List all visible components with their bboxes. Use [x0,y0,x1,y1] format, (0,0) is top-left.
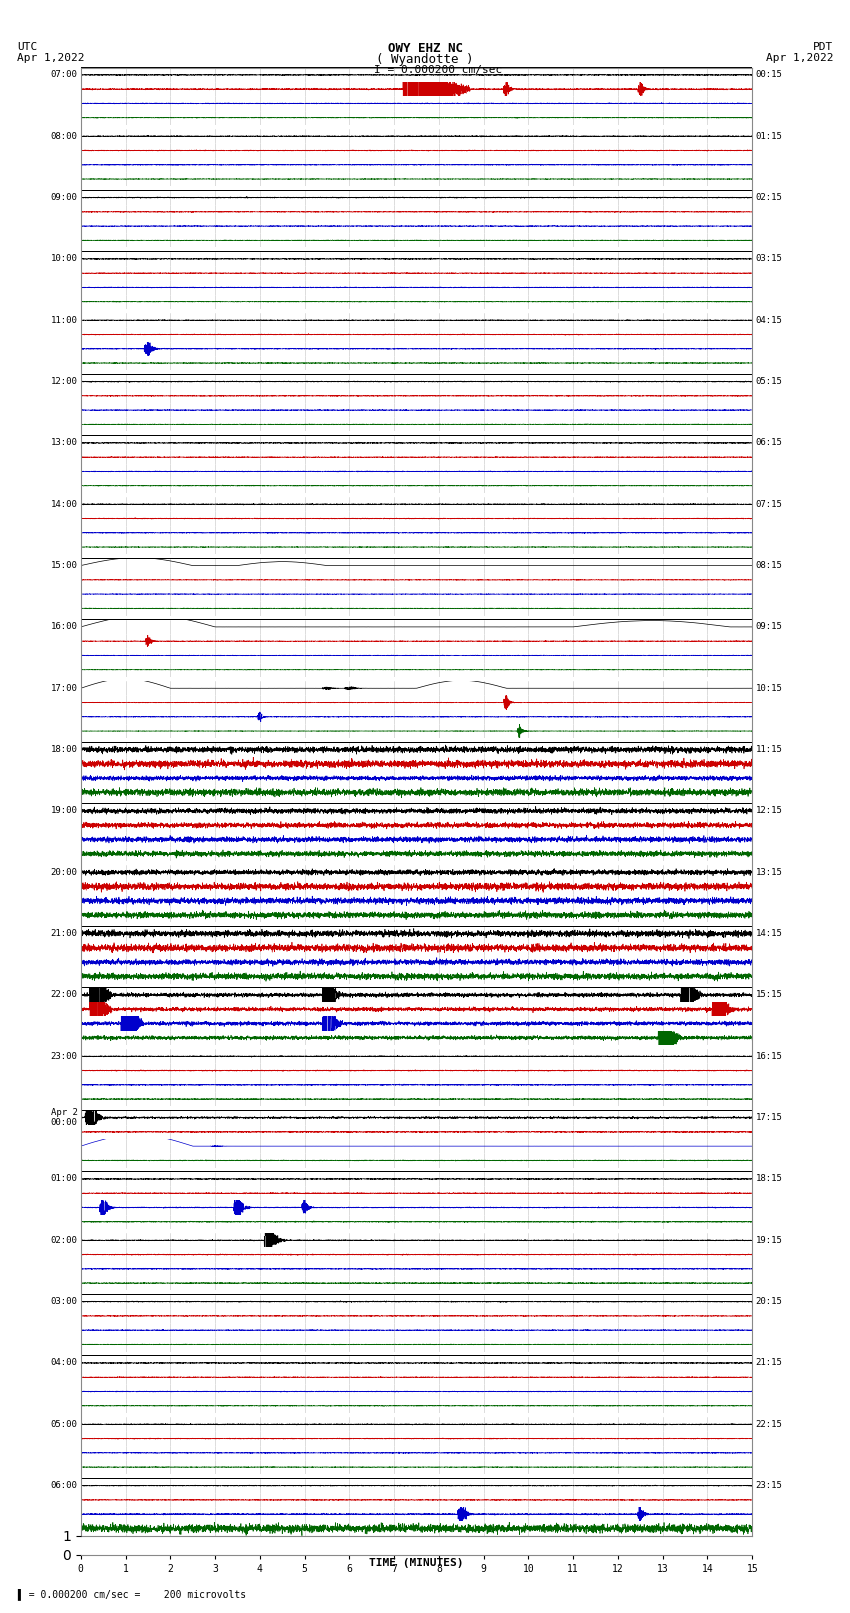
Text: 20:00: 20:00 [50,868,77,877]
Text: 12:15: 12:15 [756,806,783,816]
Text: 15:15: 15:15 [756,990,783,1000]
Text: 17:15: 17:15 [756,1113,783,1123]
Text: 16:15: 16:15 [756,1052,783,1061]
Text: ▌ = 0.000200 cm/sec =    200 microvolts: ▌ = 0.000200 cm/sec = 200 microvolts [17,1589,246,1600]
Text: 18:00: 18:00 [50,745,77,755]
Text: 05:00: 05:00 [50,1419,77,1429]
Text: 06:00: 06:00 [50,1481,77,1490]
Text: 19:00: 19:00 [50,806,77,816]
Text: 01:00: 01:00 [50,1174,77,1184]
Text: 08:15: 08:15 [756,561,783,569]
Text: 04:00: 04:00 [50,1358,77,1368]
Text: 17:00: 17:00 [50,684,77,692]
Text: ( Wyandotte ): ( Wyandotte ) [377,53,473,66]
Text: UTC: UTC [17,42,37,52]
Text: 19:15: 19:15 [756,1236,783,1245]
Text: 03:00: 03:00 [50,1297,77,1307]
Text: Apr 2
00:00: Apr 2 00:00 [50,1108,77,1127]
Text: 20:15: 20:15 [756,1297,783,1307]
Text: 18:15: 18:15 [756,1174,783,1184]
Text: 11:15: 11:15 [756,745,783,755]
Text: 21:00: 21:00 [50,929,77,939]
Text: 22:15: 22:15 [756,1419,783,1429]
Text: 23:00: 23:00 [50,1052,77,1061]
Text: TIME (MINUTES): TIME (MINUTES) [369,1558,464,1568]
Text: OWY EHZ NC: OWY EHZ NC [388,42,462,55]
Text: 02:00: 02:00 [50,1236,77,1245]
Text: 09:15: 09:15 [756,623,783,631]
Text: 16:00: 16:00 [50,623,77,631]
Text: 07:15: 07:15 [756,500,783,508]
Text: 11:00: 11:00 [50,316,77,324]
Text: 09:00: 09:00 [50,194,77,202]
Text: 21:15: 21:15 [756,1358,783,1368]
Text: 10:15: 10:15 [756,684,783,692]
Text: 15:00: 15:00 [50,561,77,569]
Text: 13:15: 13:15 [756,868,783,877]
Text: 06:15: 06:15 [756,439,783,447]
Text: PDT: PDT [813,42,833,52]
Text: Apr 1,2022: Apr 1,2022 [17,53,84,63]
Text: 00:15: 00:15 [756,71,783,79]
Text: 03:15: 03:15 [756,255,783,263]
Text: 08:00: 08:00 [50,132,77,140]
Text: Apr 1,2022: Apr 1,2022 [766,53,833,63]
Text: 07:00: 07:00 [50,71,77,79]
Text: 13:00: 13:00 [50,439,77,447]
Text: I = 0.000200 cm/sec: I = 0.000200 cm/sec [374,65,502,74]
Text: 10:00: 10:00 [50,255,77,263]
Text: 22:00: 22:00 [50,990,77,1000]
Text: 04:15: 04:15 [756,316,783,324]
Text: 12:00: 12:00 [50,377,77,386]
Text: 23:15: 23:15 [756,1481,783,1490]
Text: 14:00: 14:00 [50,500,77,508]
Text: 01:15: 01:15 [756,132,783,140]
Text: 02:15: 02:15 [756,194,783,202]
Text: 05:15: 05:15 [756,377,783,386]
Text: 14:15: 14:15 [756,929,783,939]
